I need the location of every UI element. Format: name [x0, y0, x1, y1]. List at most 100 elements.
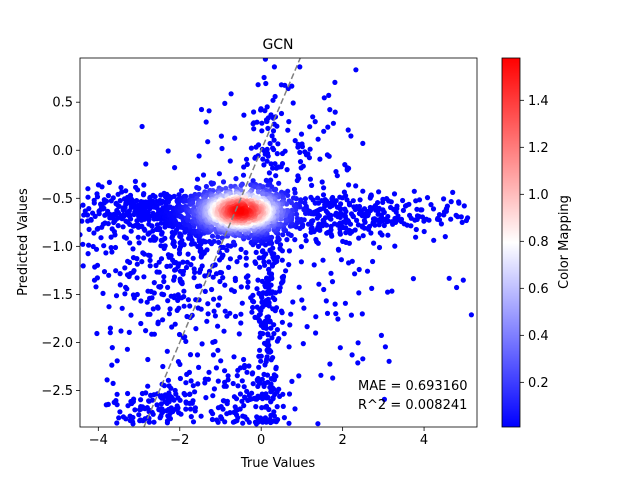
data-point	[454, 284, 460, 291]
data-point	[326, 92, 332, 98]
data-point	[239, 378, 245, 384]
data-point	[114, 420, 120, 426]
data-point	[324, 310, 331, 316]
data-point	[298, 131, 305, 137]
data-point	[349, 352, 355, 358]
data-point	[230, 419, 236, 425]
data-point	[165, 298, 171, 304]
data-point	[266, 266, 272, 272]
data-point	[227, 410, 233, 416]
data-point	[421, 228, 427, 235]
data-point	[123, 416, 129, 422]
data-point	[325, 124, 331, 130]
data-point	[302, 233, 308, 239]
data-point	[262, 362, 268, 368]
data-point	[123, 284, 129, 290]
data-point	[222, 100, 228, 106]
data-point	[158, 401, 164, 407]
data-point	[113, 293, 120, 299]
colorbar-label: Color Mapping	[557, 195, 572, 289]
data-point	[155, 304, 161, 310]
data-point	[275, 417, 281, 423]
data-point	[329, 279, 336, 285]
data-point	[113, 398, 119, 404]
data-point	[198, 413, 204, 419]
data-point	[131, 268, 137, 274]
data-point	[261, 74, 267, 81]
data-point	[434, 216, 441, 222]
data-point	[94, 194, 101, 200]
data-point	[377, 230, 383, 236]
data-point	[292, 237, 298, 243]
data-point	[205, 311, 211, 317]
data-point	[268, 398, 274, 404]
data-point	[350, 198, 356, 204]
data-point	[233, 407, 239, 413]
y-tick-label: −1.0	[41, 240, 73, 255]
data-point	[241, 112, 247, 118]
data-point	[190, 419, 197, 425]
data-point	[340, 238, 346, 244]
data-point	[344, 197, 350, 203]
y-tick-label: 0.0	[52, 144, 73, 159]
data-point	[287, 322, 293, 328]
data-point	[187, 391, 193, 397]
data-point	[141, 274, 147, 280]
data-point	[224, 247, 230, 253]
data-point	[161, 274, 167, 280]
data-point	[217, 295, 223, 301]
data-point	[158, 256, 165, 262]
data-point	[109, 362, 115, 368]
data-point	[330, 375, 336, 381]
data-point	[212, 262, 218, 268]
data-point	[230, 380, 236, 387]
data-point	[159, 291, 165, 297]
x-axis-label: True Values	[240, 456, 315, 471]
data-point	[140, 192, 147, 198]
data-point	[187, 406, 194, 412]
data-point	[389, 288, 395, 294]
data-point	[134, 256, 140, 262]
data-point	[91, 200, 97, 206]
data-point	[180, 334, 186, 340]
data-point	[256, 290, 262, 296]
data-point	[448, 216, 454, 222]
data-point	[267, 140, 273, 147]
data-point	[209, 233, 216, 239]
data-point	[270, 295, 276, 301]
mae-annotation: MAE = 0.693160	[358, 379, 468, 394]
data-point	[238, 182, 244, 189]
data-point	[250, 370, 256, 376]
data-point	[241, 403, 247, 409]
data-point	[265, 153, 271, 159]
data-point	[446, 275, 452, 281]
data-point	[259, 405, 265, 411]
data-point	[107, 325, 113, 331]
data-point	[194, 352, 201, 358]
data-point	[166, 311, 172, 317]
data-point	[127, 417, 133, 424]
data-point	[136, 240, 142, 246]
data-point	[101, 269, 108, 275]
data-point	[110, 195, 116, 201]
data-point	[222, 368, 228, 374]
data-point	[177, 276, 183, 282]
data-point	[225, 373, 231, 379]
data-point	[146, 419, 152, 425]
data-point	[227, 310, 233, 316]
r2-annotation: R^2 = 0.008241	[358, 398, 467, 413]
data-point	[232, 135, 238, 141]
data-point	[218, 414, 224, 420]
data-point	[442, 234, 448, 240]
data-point	[261, 383, 267, 389]
data-point	[353, 183, 359, 189]
data-point	[265, 319, 271, 325]
data-point	[332, 109, 338, 115]
data-point	[296, 373, 302, 379]
data-point	[319, 179, 325, 185]
data-point	[367, 195, 373, 201]
data-point	[193, 326, 199, 332]
data-point	[128, 228, 134, 234]
data-point	[216, 239, 222, 245]
data-point	[315, 195, 321, 201]
